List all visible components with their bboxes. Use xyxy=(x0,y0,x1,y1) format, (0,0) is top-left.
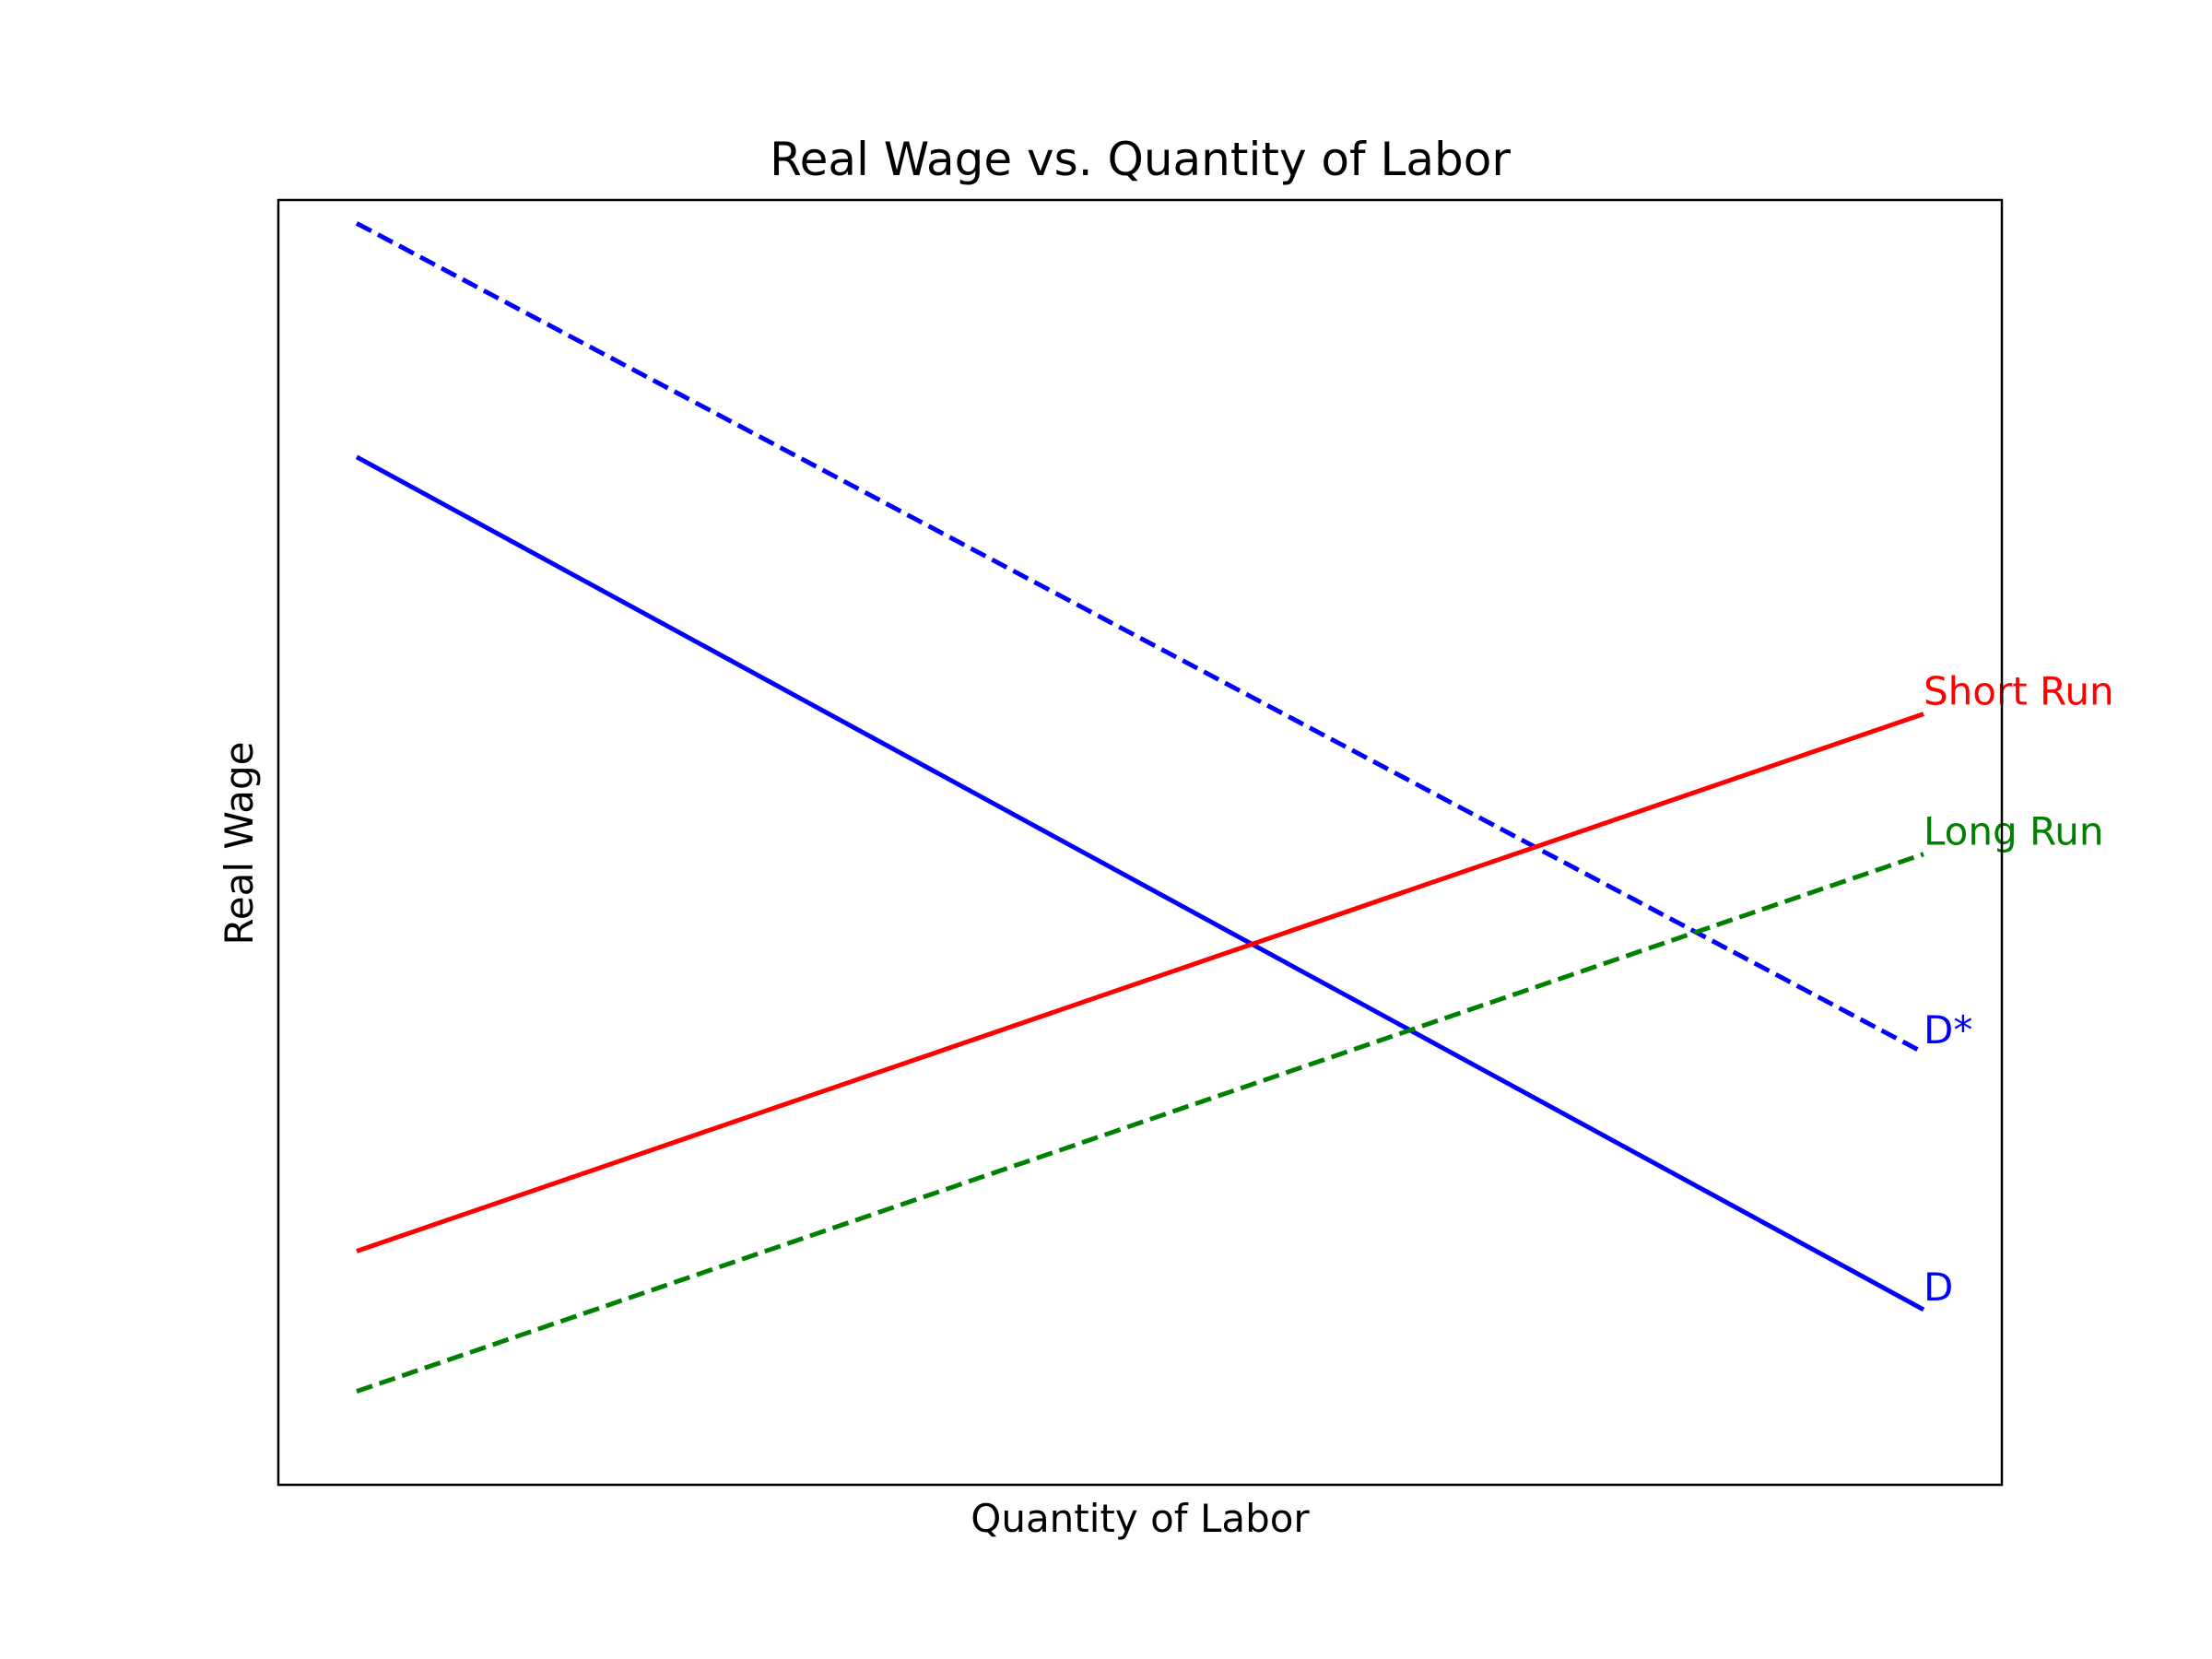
series-label-d-star: D* xyxy=(1924,1007,1972,1053)
series-label-layer: D D* Short Run Long Run xyxy=(1924,669,2114,1310)
series-line-long-run xyxy=(356,852,1924,1394)
x-axis-label: Quantity of Labor xyxy=(971,1496,1310,1541)
y-axis-label: Real Wage xyxy=(217,742,262,946)
series-label-long-run: Long Run xyxy=(1924,809,2104,854)
chart-title: Real Wage vs. Quantity of Labor xyxy=(770,133,1511,186)
series-layer xyxy=(355,221,1925,1394)
series-label-short-run: Short Run xyxy=(1924,669,2114,714)
plot-frame xyxy=(276,198,2004,1487)
series-line-d-star xyxy=(355,221,1925,1055)
series-line-short-run xyxy=(356,712,1924,1253)
series-line-d xyxy=(355,454,1925,1312)
series-label-d: D xyxy=(1924,1265,1953,1310)
